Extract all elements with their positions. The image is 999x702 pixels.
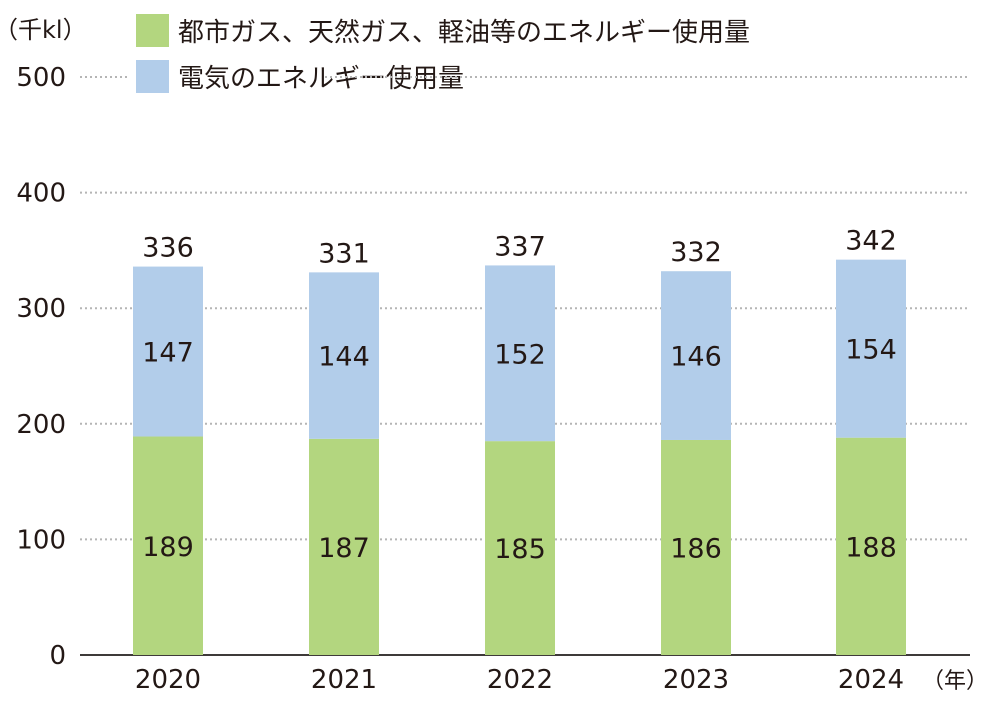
y-tick-label: 400 (16, 179, 66, 209)
data-label-gas-2021: 187 (318, 533, 370, 564)
bar-electricity-2024 (836, 259, 906, 438)
y-tick-label: 200 (16, 410, 66, 440)
total-label-2024: 342 (845, 226, 897, 257)
bar-gas-2020 (133, 436, 203, 655)
total-label-2022: 337 (494, 231, 546, 262)
y-tick-label: 500 (16, 63, 66, 93)
x-axis-unit-label: （年） (922, 669, 988, 694)
x-tick-label-2023: 2023 (663, 665, 729, 695)
legend-label-gas: 都市ガス、天然ガス、軽油等のエネルギー使用量 (178, 18, 750, 48)
total-label-2023: 332 (670, 237, 722, 268)
total-label-2021: 331 (318, 238, 370, 269)
data-label-gas-2022: 185 (494, 534, 546, 565)
legend: 都市ガス、天然ガス、軽油等のエネルギー使用量 電気のエネルギー使用量 (136, 14, 750, 94)
y-axis-unit-label: （千kl） (0, 16, 87, 44)
x-tick-label-2024: 2024 (838, 665, 904, 695)
bar-gas-2023 (661, 439, 731, 655)
bar-electricity-2023 (661, 271, 731, 440)
data-label-gas-2024: 188 (845, 532, 897, 563)
data-label-electricity-2021: 144 (318, 342, 370, 373)
data-label-electricity-2023: 146 (670, 342, 722, 373)
y-tick-label: 0 (49, 641, 66, 671)
bar-electricity-2020 (133, 266, 203, 437)
legend-swatch-electricity (136, 60, 169, 93)
bar-gas-2022 (485, 441, 555, 655)
x-tick-label-2021: 2021 (311, 665, 377, 695)
bar-electricity-2022 (485, 265, 555, 442)
bar-gas-2021 (309, 438, 379, 655)
x-tick-label-2022: 2022 (487, 665, 553, 695)
data-label-electricity-2020: 147 (142, 338, 194, 369)
y-tick-label: 300 (16, 294, 66, 324)
legend-swatch-gas (136, 14, 169, 47)
data-label-gas-2023: 186 (670, 533, 722, 564)
x-tick-label-2020: 2020 (135, 665, 201, 695)
data-label-gas-2020: 189 (142, 532, 194, 563)
bar-electricity-2021 (309, 272, 379, 439)
y-tick-label: 100 (16, 525, 66, 555)
data-label-electricity-2024: 154 (845, 335, 897, 366)
total-label-2020: 336 (142, 233, 194, 264)
data-label-electricity-2022: 152 (494, 339, 546, 370)
bar-gas-2024 (836, 437, 906, 655)
legend-label-electricity: 電気のエネルギー使用量 (178, 64, 464, 94)
